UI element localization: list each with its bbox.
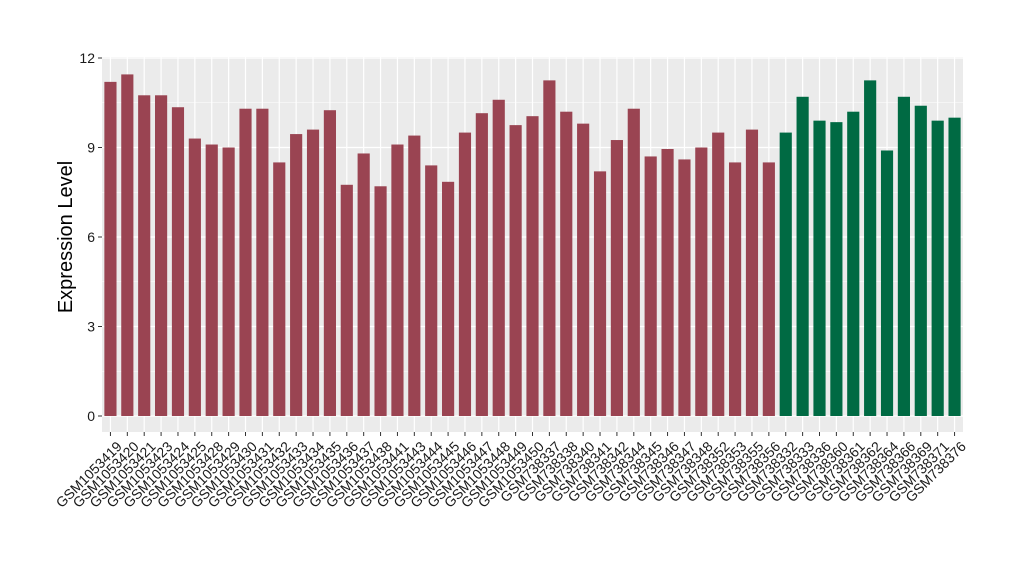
bar-GSM738371 bbox=[931, 120, 944, 417]
bar-GSM1053425 bbox=[188, 138, 201, 417]
bar-GSM1053435 bbox=[323, 110, 336, 416]
bar-GSM738352 bbox=[712, 132, 725, 417]
bar-GSM1053431 bbox=[256, 108, 269, 416]
bar-GSM1053444 bbox=[425, 165, 438, 416]
bar-GSM738336 bbox=[813, 120, 826, 417]
y-tick-label: 12 bbox=[79, 50, 95, 66]
bar-GSM1053423 bbox=[155, 95, 168, 417]
y-tick-label: 3 bbox=[87, 319, 95, 335]
bar-GSM738348 bbox=[695, 147, 708, 416]
bar-GSM738341 bbox=[593, 171, 607, 416]
bar-GSM1053446 bbox=[458, 132, 472, 417]
bar-GSM738364 bbox=[880, 150, 894, 416]
bar-GSM1053430 bbox=[239, 108, 252, 416]
bar-GSM738353 bbox=[729, 162, 742, 416]
bar-GSM1053450 bbox=[526, 116, 539, 417]
y-tick-label: 6 bbox=[87, 229, 95, 245]
bar-GSM1053420 bbox=[121, 74, 134, 417]
y-axis-ticks: 0 3 6 9 12 bbox=[79, 50, 102, 424]
bar-GSM1053441 bbox=[391, 144, 404, 416]
bar-GSM1053437 bbox=[357, 153, 370, 416]
bar-GSM738338 bbox=[560, 111, 573, 416]
y-tick-label: 9 bbox=[87, 140, 95, 156]
bar-GSM1053438 bbox=[374, 186, 387, 416]
bar-GSM738340 bbox=[577, 123, 590, 416]
bar-GSM1053421 bbox=[138, 95, 151, 417]
bar-GSM1053436 bbox=[340, 184, 353, 416]
bar-GSM738366 bbox=[897, 96, 910, 417]
bars bbox=[104, 74, 961, 417]
bar-GSM1053445 bbox=[442, 181, 455, 416]
bar-GSM738360 bbox=[830, 122, 843, 417]
y-tick-label: 0 bbox=[87, 408, 95, 424]
bar-GSM1053448 bbox=[492, 99, 505, 417]
bar-GSM1053449 bbox=[509, 125, 522, 416]
bar-GSM738345 bbox=[644, 156, 657, 416]
bar-GSM738337 bbox=[543, 80, 556, 416]
y-axis-title: Expression Level bbox=[55, 161, 77, 313]
bar-GSM738362 bbox=[864, 80, 877, 416]
bar-GSM738344 bbox=[627, 108, 640, 416]
bar-GSM738332 bbox=[779, 132, 792, 417]
bar-GSM738369 bbox=[914, 105, 927, 416]
bar-GSM738376 bbox=[948, 117, 961, 417]
bar-GSM1053424 bbox=[171, 107, 185, 416]
bar-GSM1053432 bbox=[273, 162, 286, 416]
bar-GSM1053419 bbox=[104, 81, 117, 416]
bar-GSM1053433 bbox=[290, 134, 303, 416]
bar-GSM738342 bbox=[610, 140, 623, 416]
bar-GSM738361 bbox=[847, 111, 860, 416]
bar-GSM738355 bbox=[745, 129, 759, 416]
bar-GSM738333 bbox=[796, 96, 809, 417]
bar-GSM1053429 bbox=[222, 147, 235, 416]
bar-GSM1053434 bbox=[306, 129, 320, 416]
bar-GSM1053428 bbox=[205, 144, 218, 416]
bar-GSM738347 bbox=[678, 159, 691, 416]
bar-GSM1053443 bbox=[408, 135, 421, 417]
bar-GSM738356 bbox=[762, 162, 775, 416]
x-axis-ticks: GSM1053419GSM1053420GSM1053421GSM1053423… bbox=[53, 432, 969, 511]
bar-GSM1053447 bbox=[475, 113, 488, 417]
bar-GSM738346 bbox=[661, 148, 674, 416]
